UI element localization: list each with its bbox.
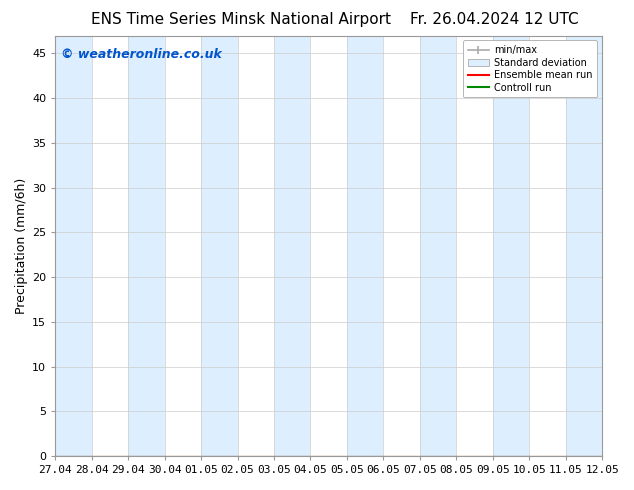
Bar [128, 36, 165, 456]
Text: ENS Time Series Minsk National Airport: ENS Time Series Minsk National Airport [91, 12, 391, 27]
Bar [493, 36, 529, 456]
Text: Fr. 26.04.2024 12 UTC: Fr. 26.04.2024 12 UTC [410, 12, 579, 27]
Text: © weatheronline.co.uk: © weatheronline.co.uk [61, 48, 222, 61]
Legend: min/max, Standard deviation, Ensemble mean run, Controll run: min/max, Standard deviation, Ensemble me… [463, 41, 597, 98]
Bar [274, 36, 311, 456]
Bar [347, 36, 384, 456]
Bar [55, 36, 92, 456]
Bar [201, 36, 238, 456]
Y-axis label: Precipitation (mm/6h): Precipitation (mm/6h) [15, 178, 28, 314]
Bar [420, 36, 456, 456]
Bar [566, 36, 602, 456]
